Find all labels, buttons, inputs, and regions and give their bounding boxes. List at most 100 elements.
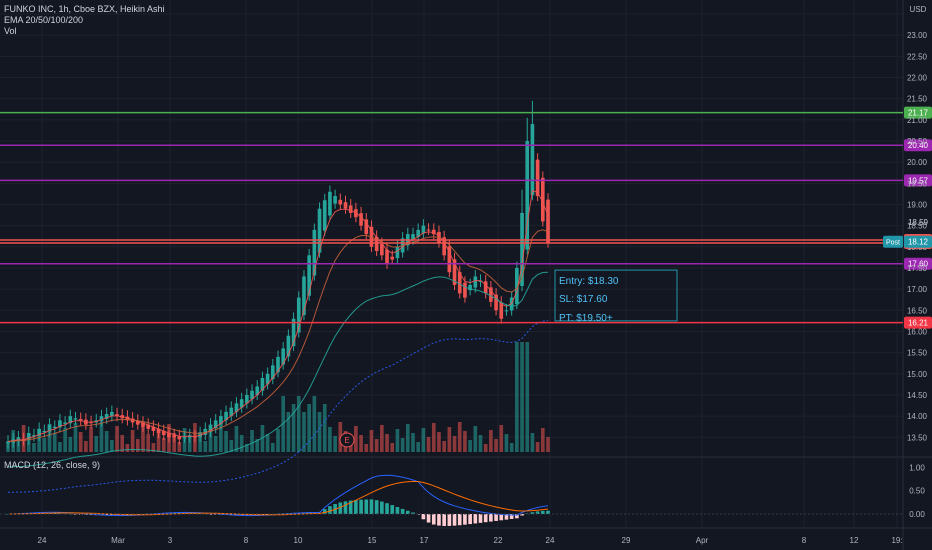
candle-body bbox=[380, 243, 384, 256]
price-axis-tick: 22.50 bbox=[907, 52, 928, 61]
price-axis-tick: 18.50 bbox=[907, 222, 928, 231]
volume-bar bbox=[364, 444, 369, 452]
candle-body bbox=[364, 219, 369, 235]
volume-bar bbox=[286, 412, 291, 452]
entry-note: Entry: $18.30 bbox=[559, 276, 619, 287]
price-axis-tick: 20.00 bbox=[907, 158, 928, 167]
volume-bar bbox=[426, 437, 431, 452]
volume-bar bbox=[540, 428, 545, 452]
volume-bar bbox=[302, 412, 306, 452]
price-level-tag bbox=[904, 139, 932, 152]
currency-label: USD bbox=[910, 5, 927, 14]
candle-body bbox=[224, 411, 228, 421]
candle-body bbox=[234, 403, 239, 412]
macd-hist-bar bbox=[364, 499, 369, 514]
volume-bar bbox=[296, 396, 301, 452]
volume-bar bbox=[110, 440, 114, 452]
volume-bar bbox=[260, 425, 265, 452]
macd-hist-bar bbox=[525, 513, 530, 515]
volume-bar bbox=[84, 441, 88, 452]
volume-bar bbox=[515, 342, 519, 452]
price-level-label: 16.21 bbox=[908, 319, 929, 328]
candle-body bbox=[395, 246, 400, 259]
candle-body bbox=[6, 441, 10, 444]
volume-bar bbox=[442, 441, 446, 452]
price-level-label: 20.40 bbox=[908, 141, 929, 150]
macd-hist-bar bbox=[68, 513, 73, 515]
volume-bar bbox=[390, 443, 395, 452]
post-label: Post bbox=[886, 240, 900, 247]
candle-body bbox=[473, 276, 478, 288]
candle-body bbox=[141, 422, 145, 427]
volume-bar bbox=[141, 425, 145, 452]
price-axis-tick: 23.00 bbox=[907, 31, 928, 40]
macd-legend[interactable]: MACD (12, 26, close, 9) bbox=[4, 460, 101, 470]
volume-bar bbox=[473, 426, 478, 452]
price-level-tag bbox=[904, 316, 932, 329]
volume-bar bbox=[255, 439, 260, 452]
candle-body bbox=[151, 426, 156, 431]
macd-hist-bar bbox=[395, 506, 400, 514]
candle-body bbox=[125, 416, 130, 421]
volume-bar bbox=[115, 426, 119, 452]
volume-bar bbox=[520, 342, 524, 452]
volume-bar bbox=[535, 442, 540, 452]
candle-body bbox=[489, 287, 493, 302]
candle-body bbox=[177, 436, 182, 440]
macd-hist-bar bbox=[400, 508, 405, 514]
volume-bar bbox=[198, 432, 202, 452]
ema50-line bbox=[7, 229, 549, 442]
candle-body bbox=[229, 407, 234, 417]
candle-body bbox=[89, 422, 93, 424]
macd-hist-bar bbox=[343, 501, 348, 514]
macd-hist-bar bbox=[354, 500, 358, 514]
price-axis-tick: 22.00 bbox=[907, 73, 928, 82]
time-axis-tick: 17 bbox=[420, 536, 429, 545]
ema100-line bbox=[7, 271, 549, 468]
candle-body bbox=[535, 159, 540, 197]
volume-bar bbox=[270, 443, 275, 452]
candle-body bbox=[73, 418, 78, 420]
macd-hist-bar bbox=[380, 501, 384, 514]
candle-body bbox=[239, 399, 244, 408]
macd-hist-bar bbox=[338, 502, 343, 514]
candle-body bbox=[494, 294, 498, 311]
time-axis-tick: Mar bbox=[111, 536, 125, 545]
macd-hist-bar bbox=[374, 500, 379, 514]
macd-hist-bar bbox=[452, 514, 457, 526]
volume-bar bbox=[483, 444, 488, 452]
time-axis-tick: 19: bbox=[891, 536, 902, 545]
ema-indicator-label[interactable]: EMA 20/50/100/200 bbox=[4, 15, 84, 25]
macd-hist-bar bbox=[58, 513, 62, 514]
candle-body bbox=[348, 205, 353, 213]
macd-hist-bar bbox=[431, 514, 436, 525]
candle-body bbox=[442, 237, 446, 256]
volume-bar bbox=[250, 430, 254, 452]
macd-hist-bar bbox=[265, 514, 270, 515]
symbol-title[interactable]: FUNKO INC, 1h, Cboe BZX, Heikin Ashi bbox=[4, 4, 165, 14]
macd-hist-bar bbox=[478, 514, 483, 523]
volume-bar bbox=[219, 422, 223, 452]
volume-bar bbox=[26, 434, 31, 452]
candle-body bbox=[447, 246, 452, 273]
price-axis-tick: 13.50 bbox=[907, 433, 928, 442]
volume-bar bbox=[68, 437, 73, 452]
time-axis-tick: 24 bbox=[38, 536, 47, 545]
candle-body bbox=[546, 199, 550, 243]
macd-hist-bar bbox=[540, 510, 545, 514]
time-axis-tick: 22 bbox=[494, 536, 503, 545]
candle-body bbox=[333, 196, 337, 204]
volume-bar bbox=[120, 435, 125, 452]
volume-indicator-label[interactable]: Vol bbox=[4, 26, 17, 36]
volume-bar bbox=[130, 430, 135, 452]
volume-bar bbox=[312, 396, 317, 452]
volume-bar bbox=[203, 441, 208, 452]
macd-hist-bar bbox=[52, 513, 57, 514]
volume-bar bbox=[208, 427, 213, 452]
price-axis-tick: 16.00 bbox=[907, 327, 928, 336]
volume-bar bbox=[499, 425, 504, 452]
time-axis-tick: Apr bbox=[696, 536, 709, 545]
macd-hist-bar bbox=[110, 514, 114, 516]
